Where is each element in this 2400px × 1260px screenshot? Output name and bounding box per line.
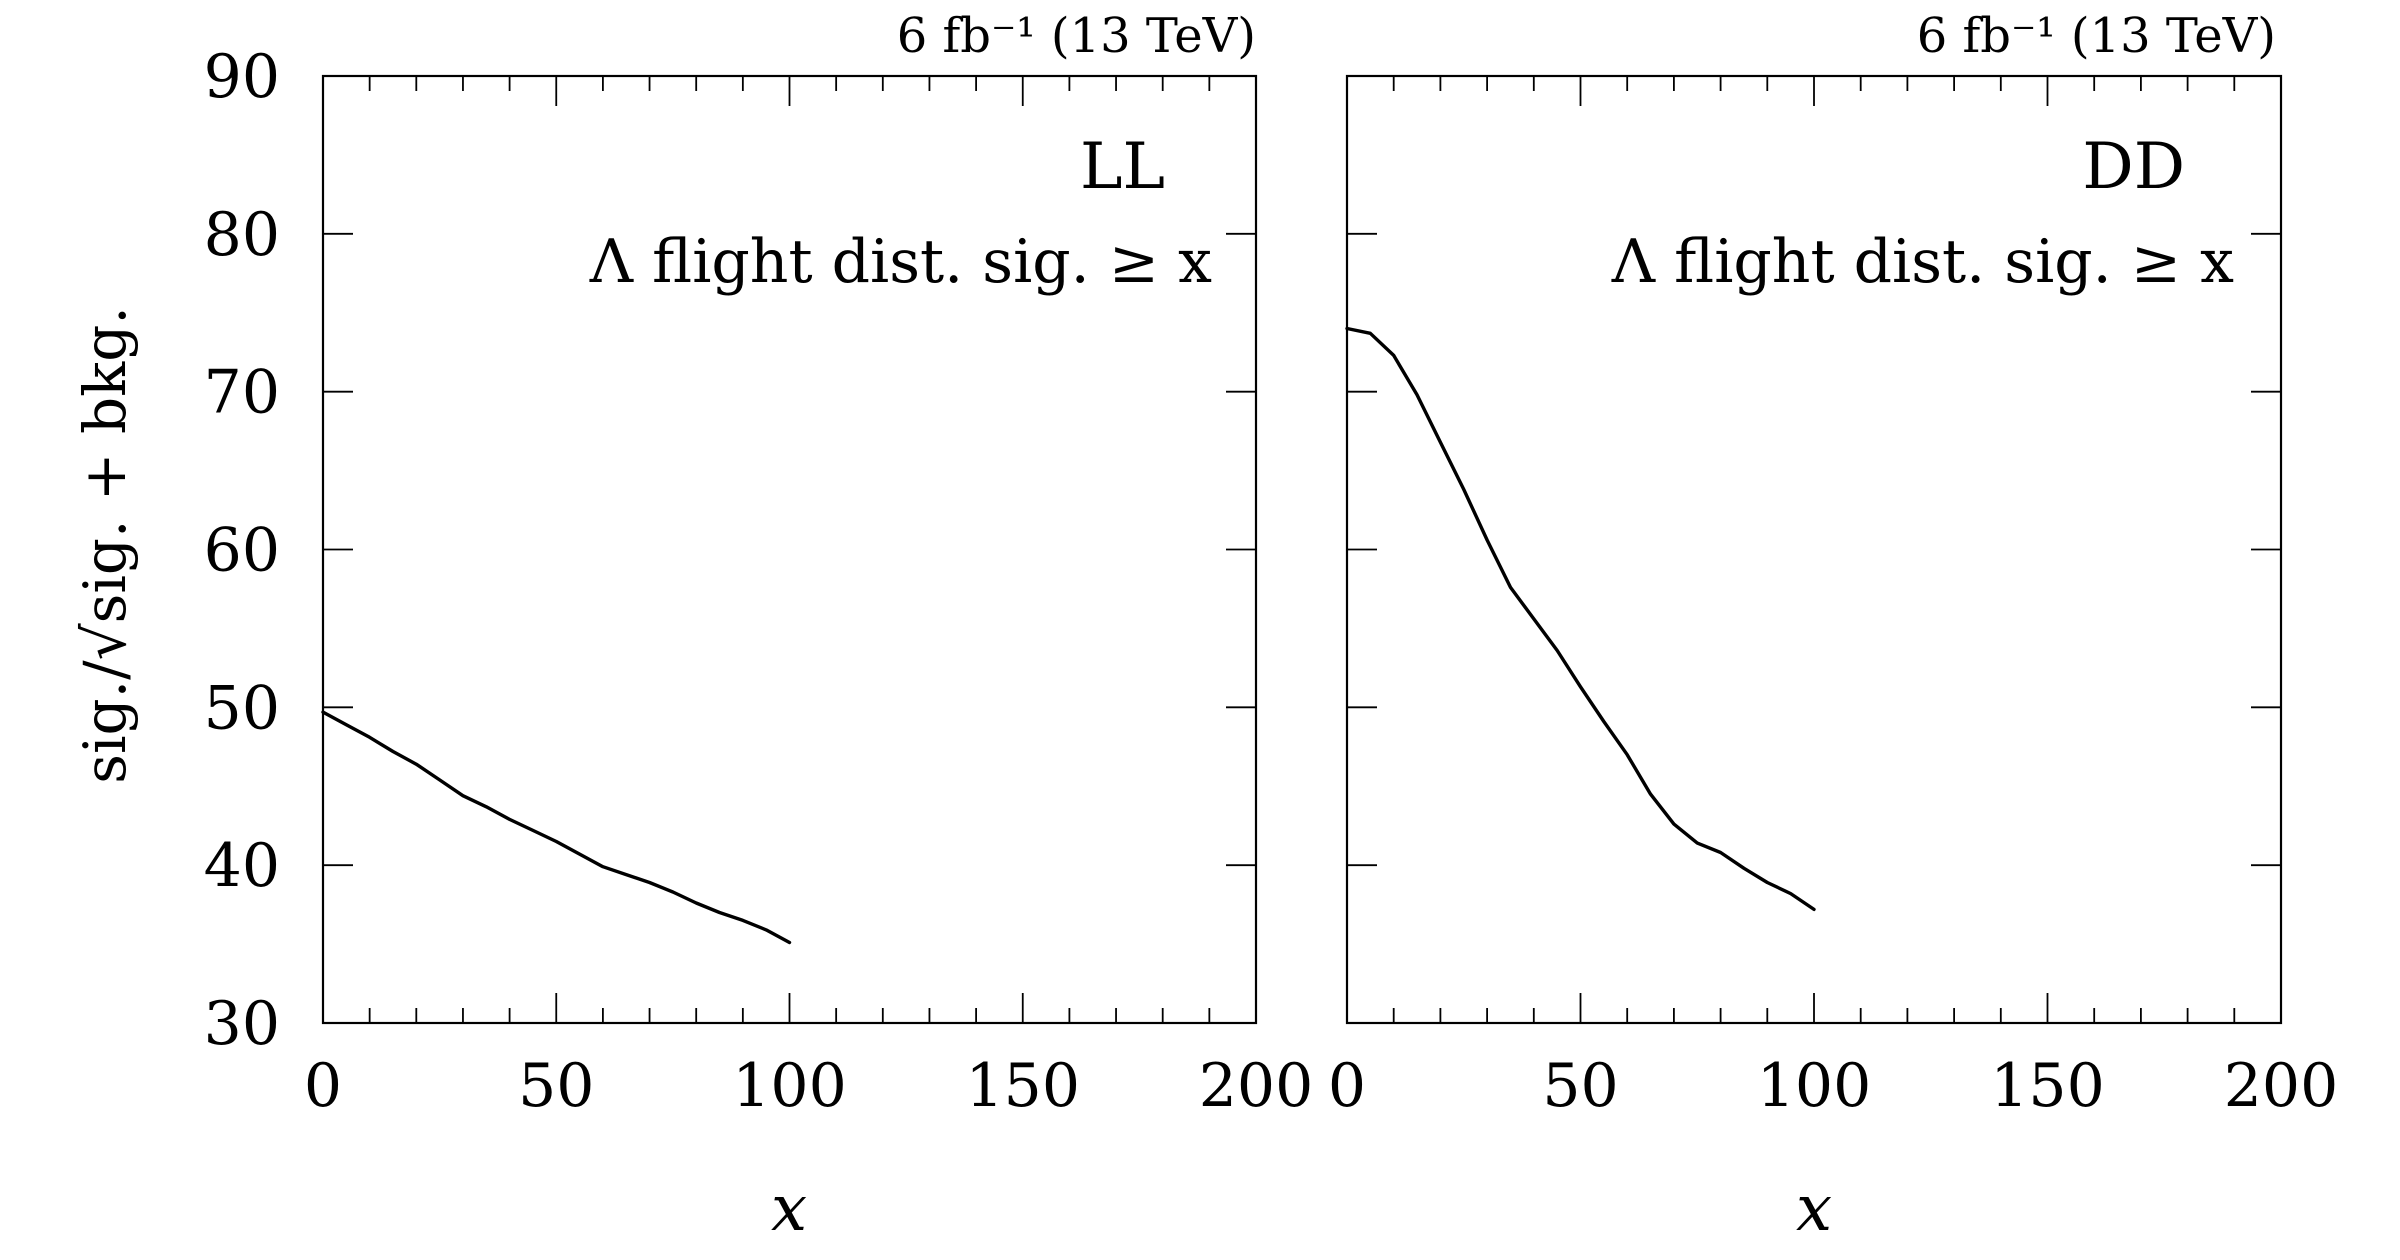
panel-dd: 0 50 100 150 200 6 fb⁻¹ (13 TeV) DD Λ flight… xyxy=(1328,8,2338,1246)
plot-frame xyxy=(1345,74,2283,1025)
x-tick-label: 0 xyxy=(304,1051,342,1121)
x-tick-labels: 0 50 100 150 200 xyxy=(304,1051,1313,1121)
y-tick-label: 90 xyxy=(204,42,280,112)
x-tick-label: 50 xyxy=(1542,1051,1618,1121)
region-label: DD xyxy=(2082,130,2185,204)
y-tick-labels: 30 40 50 60 70 80 90 xyxy=(204,42,280,1059)
selection-label: Λ flight dist. sig. ≥ x xyxy=(1611,227,2234,297)
region-label: LL xyxy=(1080,130,1165,204)
plot-frame xyxy=(321,74,1258,1025)
y-tick-label: 80 xyxy=(204,200,280,270)
x-tick-label: 100 xyxy=(1757,1051,1872,1121)
x-tick-label: 200 xyxy=(1199,1051,1314,1121)
series-line xyxy=(321,710,792,945)
tick-marks xyxy=(1346,75,2282,1024)
y-tick-label: 70 xyxy=(204,358,280,428)
selection-label: Λ flight dist. sig. ≥ x xyxy=(589,227,1212,297)
x-tick-label: 200 xyxy=(2224,1051,2339,1121)
luminosity-label: 6 fb⁻¹ (13 TeV) xyxy=(1917,8,2276,64)
panel-ll: 30 40 50 60 70 80 90 0 50 100 150 200 6 fb⁻¹ (13 T… xyxy=(204,8,1314,1246)
luminosity-label: 6 fb⁻¹ (13 TeV) xyxy=(897,8,1256,64)
x-tick-label: 100 xyxy=(732,1051,847,1121)
x-axis-title: x xyxy=(771,1172,807,1246)
y-tick-label: 60 xyxy=(204,516,280,586)
y-tick-label: 50 xyxy=(204,673,280,743)
series-line xyxy=(1345,326,1816,912)
y-tick-label: 30 xyxy=(204,989,280,1059)
tick-marks xyxy=(322,75,1257,1024)
x-tick-label: 150 xyxy=(965,1051,1080,1121)
x-tick-label: 0 xyxy=(1328,1051,1366,1121)
x-tick-label: 150 xyxy=(1990,1051,2105,1121)
y-axis-title: sig./√sig. + bkg. xyxy=(71,306,139,784)
x-tick-label: 50 xyxy=(518,1051,594,1121)
x-tick-labels: 0 50 100 150 200 xyxy=(1328,1051,2338,1121)
y-tick-label: 40 xyxy=(204,831,280,901)
x-axis-title: x xyxy=(1796,1172,1832,1246)
